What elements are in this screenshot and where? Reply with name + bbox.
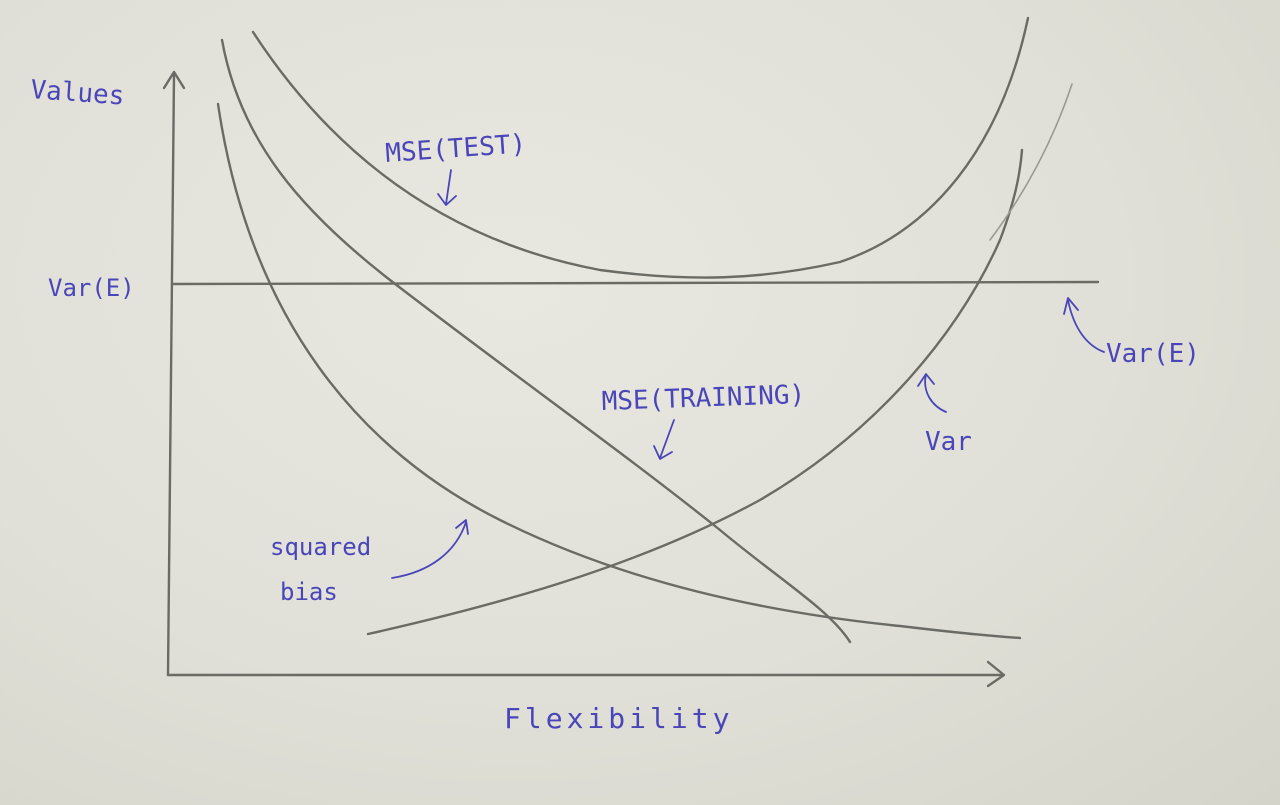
mse-test-curve	[251, 16, 1030, 279]
x-axis-arrowhead	[986, 660, 1006, 688]
variance-curve	[366, 148, 1024, 636]
noise-variance-line	[170, 280, 1100, 286]
squared-bias-label-line2: bias	[280, 578, 338, 606]
mse-training-label: MSE(TRAINING)	[601, 380, 805, 417]
noise-arrow	[1063, 297, 1105, 353]
squared-bias-curve	[216, 102, 1022, 640]
squared-bias-arrow	[391, 519, 469, 579]
y-axis-label: Values	[30, 75, 126, 111]
mse-test-arrow	[437, 169, 457, 206]
mse-test-label: MSE(TEST)	[384, 129, 527, 169]
variance-arrow	[917, 373, 947, 413]
mse-training-curve	[220, 38, 852, 644]
y-axis-arrowhead	[162, 70, 186, 90]
noise-tick-label: Var(E)	[48, 274, 135, 302]
variance-label: Var	[925, 427, 972, 457]
variance-curve-sketch	[989, 83, 1073, 241]
x-axis-label: Flexibility	[504, 702, 733, 735]
y-axis	[166, 73, 176, 677]
noise-curve-label: Var(E)	[1106, 339, 1200, 369]
mse-training-arrow	[653, 419, 675, 460]
squared-bias-label-line1: squared	[270, 533, 371, 561]
